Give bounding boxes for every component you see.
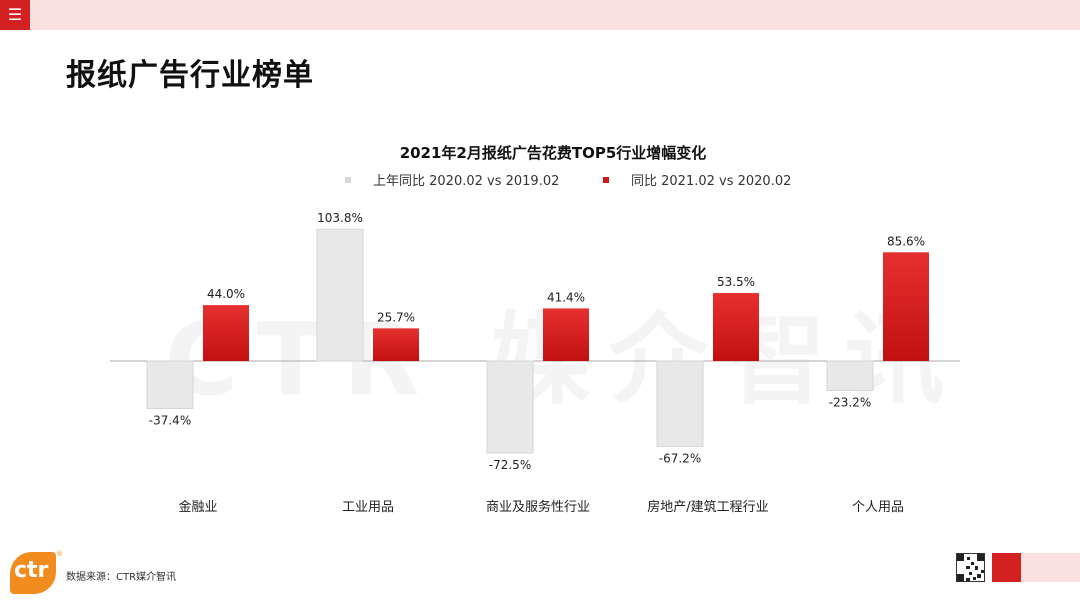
data-label-s2-2: 25.7%: [377, 310, 415, 324]
bar-s2-4: [713, 293, 759, 361]
footer-pink-block: [1021, 553, 1080, 582]
legend-swatch-2: [603, 177, 609, 183]
data-label-s1-5: -23.2%: [829, 395, 871, 409]
data-label-s2-1: 44.0%: [207, 287, 245, 301]
bar-s2-3: [543, 308, 589, 361]
bar-s1-3: [486, 360, 534, 454]
bar-s2-2: [373, 328, 419, 361]
legend-label-2: 同比 2021.02 vs 2020.02: [631, 174, 791, 189]
registered-mark: ®: [56, 550, 63, 558]
qr-code-icon[interactable]: [956, 553, 985, 582]
category-label-3: 商业及服务性行业: [486, 499, 590, 515]
legend-label-1: 上年同比 2020.02 vs 2019.02: [373, 174, 559, 189]
bar-s1-5: [826, 360, 874, 391]
ctr-logo: ctr: [10, 552, 56, 594]
data-label-s1-1: -37.4%: [149, 413, 191, 427]
bar-s1-1: [146, 360, 194, 409]
bar-s1-4: [656, 360, 704, 447]
chart-title: 2021年2月报纸广告花费TOP5行业增幅变化: [400, 144, 707, 162]
category-label-5: 个人用品: [852, 500, 904, 515]
data-label-s1-3: -72.5%: [489, 458, 531, 472]
footer-red-block: [992, 553, 1021, 582]
data-label-s2-4: 53.5%: [717, 275, 755, 289]
category-label-1: 金融业: [178, 499, 217, 515]
legend-swatch-1: [345, 177, 351, 183]
bar-s2-1: [203, 305, 249, 361]
category-label-2: 工业用品: [342, 500, 394, 515]
page-title: 报纸广告行业榜单: [66, 58, 314, 93]
data-label-s1-4: -67.2%: [659, 451, 701, 465]
data-label-s2-3: 41.4%: [547, 290, 585, 304]
data-label-s2-5: 85.6%: [887, 234, 925, 248]
data-label-s1-2: 103.8%: [317, 211, 363, 225]
data-source: 数据来源：CTR媒介智讯: [66, 572, 177, 583]
top-bar: [0, 0, 1080, 30]
bar-s1-2: [316, 228, 364, 362]
hamburger-menu-icon[interactable]: ☰: [0, 0, 30, 30]
category-label-4: 房地产/建筑工程行业: [647, 499, 768, 515]
bar-s2-5: [883, 252, 929, 361]
